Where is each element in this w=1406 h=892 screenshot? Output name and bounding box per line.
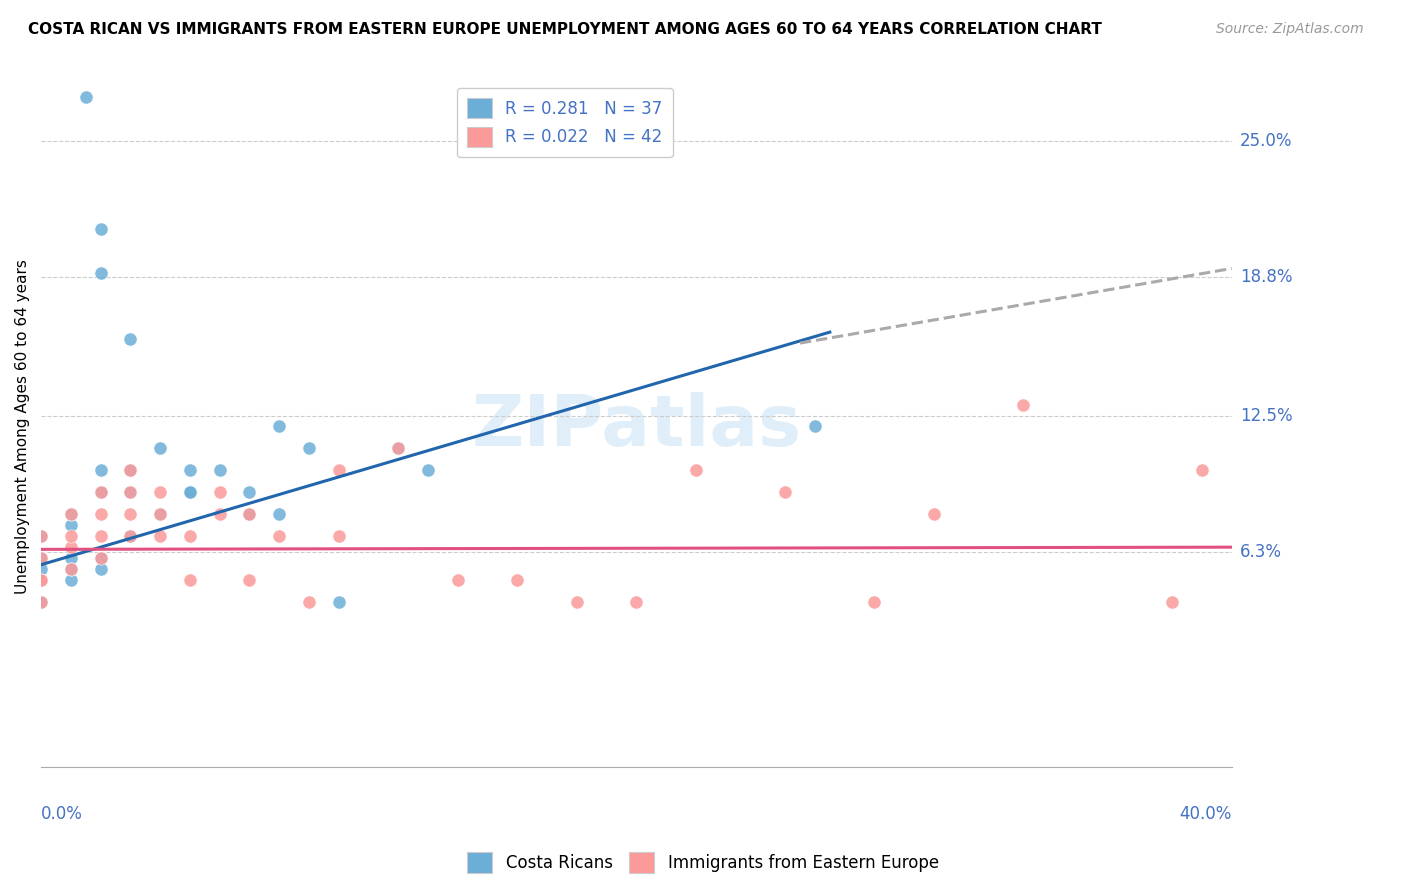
Point	[59, 529, 82, 543]
Point	[120, 485, 142, 500]
Point	[90, 485, 112, 500]
Point	[120, 508, 142, 522]
Point	[90, 508, 112, 522]
Point	[447, 573, 470, 587]
Point	[75, 90, 97, 104]
Point	[149, 508, 172, 522]
Point	[416, 463, 439, 477]
Legend: Costa Ricans, Immigrants from Eastern Europe: Costa Ricans, Immigrants from Eastern Eu…	[461, 846, 945, 880]
Point	[59, 508, 82, 522]
Point	[387, 442, 409, 456]
Point	[59, 540, 82, 554]
Point	[328, 529, 350, 543]
Point	[30, 573, 52, 587]
Point	[269, 508, 291, 522]
Point	[1012, 398, 1035, 412]
Point	[59, 562, 82, 576]
Point	[208, 485, 231, 500]
Point	[626, 595, 648, 609]
Point	[238, 508, 260, 522]
Point	[238, 485, 260, 500]
Point	[59, 562, 82, 576]
Point	[328, 463, 350, 477]
Point	[30, 529, 52, 543]
Text: Source: ZipAtlas.com: Source: ZipAtlas.com	[1216, 22, 1364, 37]
Point	[238, 573, 260, 587]
Point	[59, 551, 82, 566]
Point	[30, 573, 52, 587]
Point	[59, 518, 82, 533]
Point	[59, 573, 82, 587]
Point	[90, 562, 112, 576]
Point	[1161, 595, 1184, 609]
Point	[90, 551, 112, 566]
Point	[90, 266, 112, 280]
Point	[298, 595, 321, 609]
Point	[179, 529, 201, 543]
Point	[120, 529, 142, 543]
Point	[149, 442, 172, 456]
Point	[90, 485, 112, 500]
Point	[149, 529, 172, 543]
Point	[30, 562, 52, 576]
Point	[179, 485, 201, 500]
Point	[208, 463, 231, 477]
Point	[120, 463, 142, 477]
Point	[90, 529, 112, 543]
Text: 0.0%: 0.0%	[41, 805, 83, 823]
Point	[208, 508, 231, 522]
Legend: R = 0.281   N = 37, R = 0.022   N = 42: R = 0.281 N = 37, R = 0.022 N = 42	[457, 88, 672, 157]
Point	[179, 573, 201, 587]
Text: 12.5%: 12.5%	[1240, 407, 1292, 425]
Point	[30, 573, 52, 587]
Text: 18.8%: 18.8%	[1240, 268, 1292, 286]
Point	[269, 529, 291, 543]
Point	[90, 551, 112, 566]
Y-axis label: Unemployment Among Ages 60 to 64 years: Unemployment Among Ages 60 to 64 years	[15, 259, 30, 594]
Point	[120, 529, 142, 543]
Point	[863, 595, 886, 609]
Point	[328, 595, 350, 609]
Point	[30, 529, 52, 543]
Point	[120, 485, 142, 500]
Point	[120, 463, 142, 477]
Point	[387, 442, 409, 456]
Point	[90, 463, 112, 477]
Point	[685, 463, 707, 477]
Point	[30, 595, 52, 609]
Point	[804, 419, 827, 434]
Point	[238, 508, 260, 522]
Point	[506, 573, 529, 587]
Point	[149, 485, 172, 500]
Point	[565, 595, 588, 609]
Point	[75, 46, 97, 61]
Point	[90, 222, 112, 236]
Text: 40.0%: 40.0%	[1180, 805, 1232, 823]
Point	[179, 485, 201, 500]
Point	[59, 508, 82, 522]
Point	[773, 485, 796, 500]
Point	[30, 551, 52, 566]
Text: ZIPatlas: ZIPatlas	[471, 392, 801, 461]
Point	[30, 595, 52, 609]
Point	[149, 508, 172, 522]
Text: COSTA RICAN VS IMMIGRANTS FROM EASTERN EUROPE UNEMPLOYMENT AMONG AGES 60 TO 64 Y: COSTA RICAN VS IMMIGRANTS FROM EASTERN E…	[28, 22, 1102, 37]
Point	[30, 551, 52, 566]
Point	[922, 508, 945, 522]
Text: 6.3%: 6.3%	[1240, 542, 1282, 560]
Point	[269, 419, 291, 434]
Point	[120, 332, 142, 346]
Text: 25.0%: 25.0%	[1240, 132, 1292, 150]
Point	[179, 463, 201, 477]
Point	[1191, 463, 1213, 477]
Point	[298, 442, 321, 456]
